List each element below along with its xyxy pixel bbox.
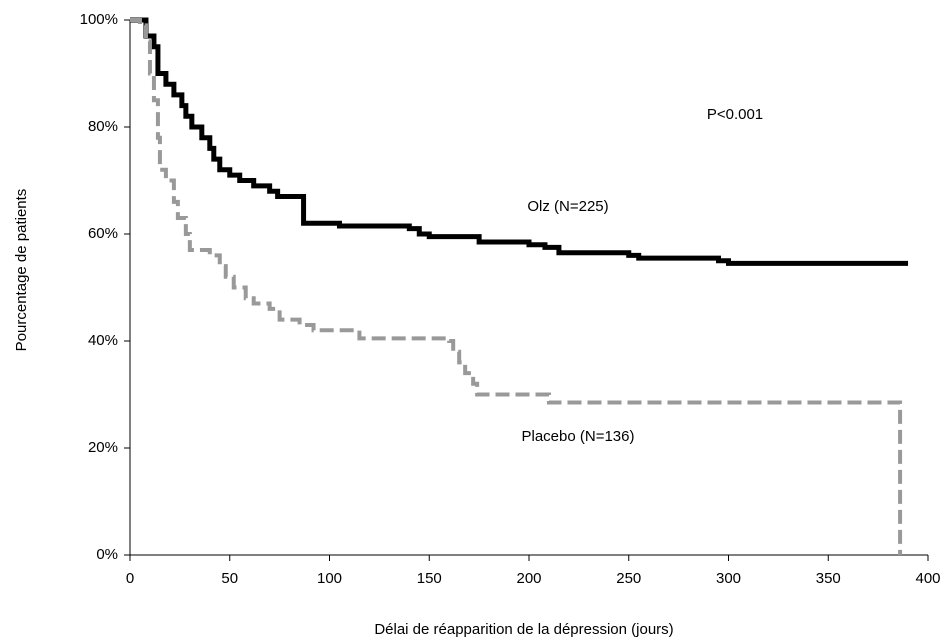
y-tick-label: 80%: [88, 118, 118, 135]
x-tick-label: 0: [126, 570, 134, 587]
x-tick-label: 50: [221, 570, 238, 587]
x-tick-label: 350: [816, 570, 841, 587]
x-tick-label: 250: [616, 570, 641, 587]
x-tick-label: 150: [417, 570, 442, 587]
survival-curve: [130, 18, 903, 555]
series-label: Placebo (N=136): [522, 428, 635, 445]
survival-curve: [130, 17, 909, 266]
y-tick-label: 60%: [88, 225, 118, 242]
x-tick-label: 100: [317, 570, 342, 587]
x-tick-label: 300: [716, 570, 741, 587]
y-axis-label: Pourcentage de patients: [13, 189, 30, 352]
x-tick-label: 400: [915, 570, 940, 587]
y-tick-label: 0%: [96, 546, 118, 563]
x-axis-label: Délai de réapparition de la dépression (…: [374, 621, 673, 638]
annotation: P<0.001: [707, 106, 763, 123]
y-tick-label: 100%: [80, 11, 118, 28]
series-label: Olz (N=225): [527, 198, 608, 215]
x-tick-label: 200: [516, 570, 541, 587]
y-tick-label: 40%: [88, 332, 118, 349]
y-tick-label: 20%: [88, 439, 118, 456]
